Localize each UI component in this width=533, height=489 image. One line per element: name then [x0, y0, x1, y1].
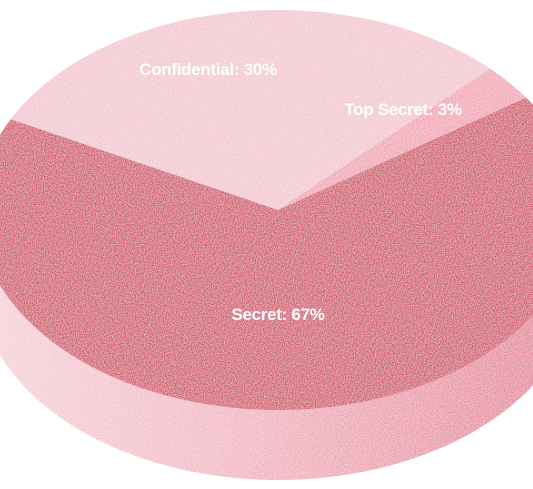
pie-side [0, 285, 533, 480]
slice-label-secret: Secret: 67% [231, 305, 324, 324]
pie-slice-top-secret [278, 68, 527, 210]
pie-slice-secret [0, 97, 533, 410]
pie-slice-confidential [10, 9, 491, 210]
slice-labels: Confidential: 30% Top Secret: 3% Secret: 6… [139, 60, 462, 324]
pie-top-face [0, 9, 533, 410]
slice-label-confidential: Confidential: 30% [139, 60, 277, 79]
pie-side-wall [0, 285, 533, 480]
slice-label-top-secret: Top Secret: 3% [344, 100, 462, 119]
